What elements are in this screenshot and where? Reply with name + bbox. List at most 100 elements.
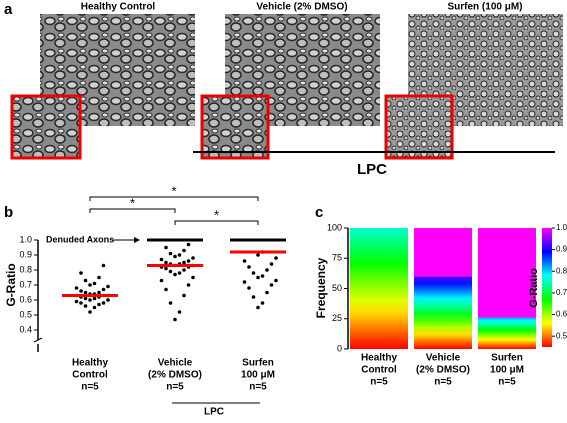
category-label: n=5	[166, 382, 184, 393]
group-label: LPC	[204, 407, 224, 418]
dot	[83, 290, 88, 295]
dot	[168, 251, 173, 256]
y-tick-label: 0.4	[19, 324, 32, 334]
category-label: n=5	[434, 377, 452, 388]
y-tick-label: 0	[337, 343, 342, 353]
category-label: 100 μM	[241, 370, 275, 381]
colorbar-tick-label: 0.8	[556, 266, 567, 275]
category-label: Surfen	[242, 358, 274, 369]
dot	[164, 287, 168, 292]
dot	[256, 305, 260, 310]
dot	[173, 272, 177, 277]
dot	[74, 286, 79, 290]
micrographs	[10, 14, 563, 160]
bar-segment	[478, 317, 536, 349]
dot	[101, 287, 106, 292]
category-label: n=5	[498, 377, 516, 388]
dot	[260, 301, 265, 305]
significance: *	[130, 195, 135, 210]
dot	[74, 299, 79, 304]
dot	[182, 248, 186, 253]
y-tick-label: 1.0	[19, 234, 32, 244]
dot	[159, 257, 164, 262]
bracket	[89, 196, 259, 201]
dot	[265, 268, 269, 272]
dot	[182, 293, 186, 298]
dot	[251, 271, 256, 275]
significance: *	[171, 183, 176, 198]
dot	[92, 281, 97, 286]
y-tick-label: 75	[332, 253, 342, 263]
dot	[88, 283, 92, 287]
category-label: Vehicle	[426, 353, 461, 364]
dot	[164, 266, 168, 271]
category-label: (2% DMSO)	[416, 365, 470, 376]
colorbar	[542, 228, 552, 347]
y-tick-label: 0.7	[19, 279, 32, 289]
dot	[191, 275, 195, 280]
bar-segment	[414, 276, 472, 349]
dot	[242, 259, 247, 263]
dot	[92, 296, 97, 301]
category-label: Healthy	[361, 353, 398, 364]
colorbar-tick-label: 0.5	[556, 331, 567, 340]
colorbar-tick-label: 0.9	[556, 245, 567, 254]
panel-label: c	[315, 204, 323, 221]
dot	[274, 256, 278, 260]
dot	[168, 301, 173, 305]
y-axis-label: Frequency	[314, 257, 328, 318]
y-axis-label: G-Ratio	[4, 263, 18, 306]
dot	[83, 296, 88, 301]
image-title: Healthy Control	[81, 2, 156, 13]
dot	[260, 274, 265, 278]
dot	[79, 289, 83, 293]
dot	[186, 283, 191, 287]
y-tick-label: 0.8	[19, 264, 32, 274]
y-tick-label: 0.6	[19, 294, 32, 304]
dot	[247, 286, 251, 290]
dot	[164, 260, 168, 265]
bracket	[89, 208, 176, 213]
dot	[97, 275, 101, 280]
dot	[251, 295, 256, 299]
category-label: n=5	[249, 382, 267, 393]
dot	[182, 260, 186, 265]
colorbar-label: G-Ratio	[528, 268, 540, 308]
category-label: (2% DMSO)	[148, 370, 202, 381]
group-label: LPC	[357, 161, 387, 178]
category-label: Healthy	[72, 358, 109, 369]
dot	[177, 310, 182, 314]
colorbar-tick-label: 0.7	[556, 288, 567, 297]
dot	[247, 265, 251, 269]
dot	[173, 317, 177, 322]
colorbar-tick-label: 1.0	[556, 223, 567, 232]
dot	[269, 262, 274, 266]
dot	[182, 268, 186, 272]
dot	[274, 278, 278, 283]
dot	[177, 253, 182, 257]
image-title: Surfen (100 μM)	[447, 2, 522, 13]
category-label: 100 μM	[490, 365, 524, 376]
bracket	[174, 220, 259, 225]
dot	[106, 284, 110, 289]
dot	[88, 298, 92, 302]
colorbar-tick-label: 0.6	[556, 310, 567, 319]
dot	[191, 256, 195, 260]
y-tick-label: 0.5	[19, 309, 32, 319]
inset	[200, 94, 270, 160]
category-label: Control	[361, 365, 397, 376]
dot	[83, 304, 88, 308]
category-label: n=5	[370, 377, 388, 388]
bar-segment	[478, 228, 536, 318]
dot	[101, 301, 106, 305]
dot	[83, 278, 88, 283]
y-tick-label: 50	[332, 283, 342, 293]
panel-label: a	[4, 1, 13, 18]
dot	[186, 259, 191, 263]
inset	[10, 94, 82, 160]
arrowhead	[134, 237, 140, 243]
category-label: n=5	[81, 382, 99, 393]
annotation: Denuded Axons	[46, 234, 114, 244]
dot	[168, 269, 173, 274]
